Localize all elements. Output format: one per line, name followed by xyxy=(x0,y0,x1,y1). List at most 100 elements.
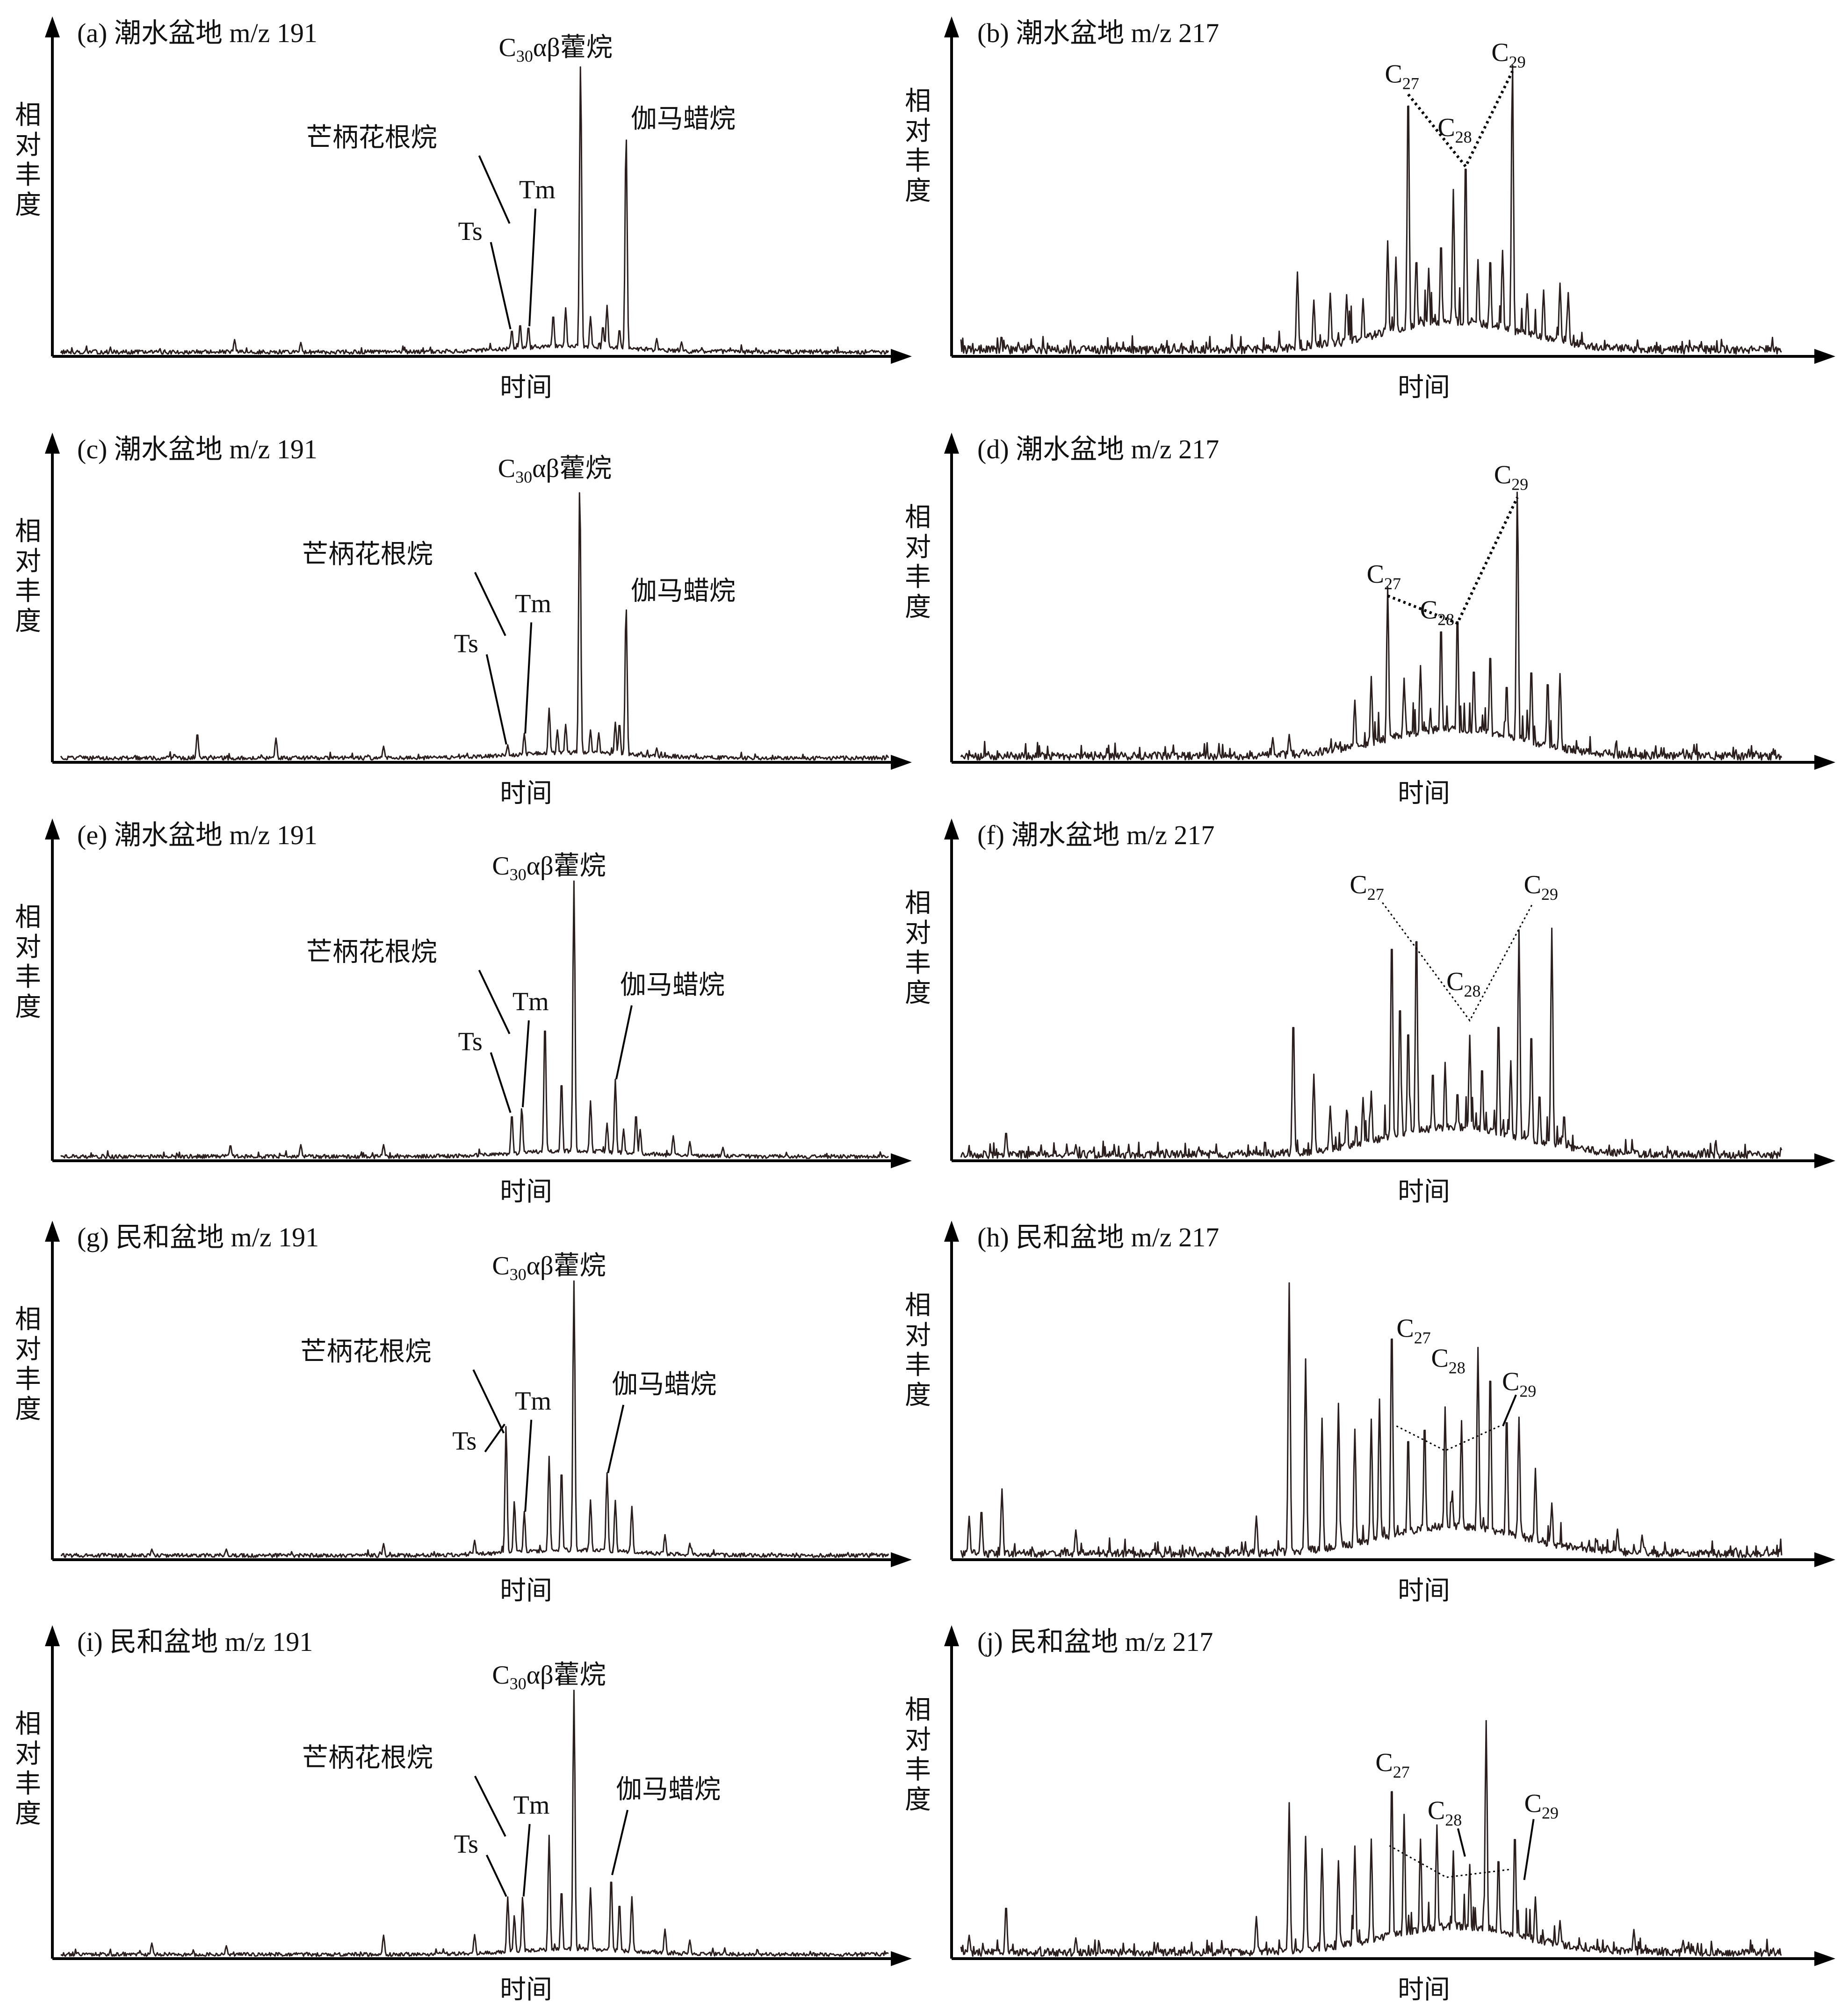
x-axis-arrowhead xyxy=(891,349,912,364)
panel-title: (i) 民和盆地 m/z 191 xyxy=(77,1627,313,1657)
y-axis-arrowhead xyxy=(944,16,959,37)
annotation-oleanane: 芒柄花根烷 xyxy=(306,123,437,153)
x-axis-arrowhead xyxy=(1814,1552,1835,1567)
annotation-oleanane: 芒柄花根烷 xyxy=(306,937,437,967)
x-axis-label: 时间 xyxy=(500,1576,552,1606)
annotation-c30-hopane: C30αβ藿烷 xyxy=(499,33,613,65)
y-axis-arrowhead xyxy=(944,433,959,454)
x-axis-label: 时间 xyxy=(500,1975,552,2004)
panel-title: (c) 潮水盆地 m/z 191 xyxy=(77,434,318,464)
panel-title: (g) 民和盆地 m/z 191 xyxy=(77,1222,319,1252)
oleanane-leader xyxy=(472,1369,505,1434)
ts-leader xyxy=(485,1854,507,1897)
y-axis-arrowhead xyxy=(45,1221,60,1242)
annotation-tm: Tm xyxy=(519,175,556,204)
annotation-c30-hopane: C30αβ藿烷 xyxy=(492,852,606,884)
y-axis-arrowhead xyxy=(944,818,959,839)
chromatogram-trace xyxy=(960,1720,1782,1957)
ts-leader xyxy=(490,242,512,330)
annotation-oleanane: 芒柄花根烷 xyxy=(300,1337,431,1367)
chromatogram-trace xyxy=(960,927,1783,1159)
x-axis-label: 时间 xyxy=(1398,1177,1450,1207)
annotation-gammacerane: 伽马蜡烷 xyxy=(616,1774,721,1805)
gammacerane-leader xyxy=(615,1005,633,1080)
annotation-c30-hopane: C30αβ藿烷 xyxy=(498,454,612,486)
sterane-trend-line xyxy=(1407,71,1514,169)
panel-title: (h) 民和盆地 m/z 217 xyxy=(977,1222,1219,1252)
annotation-c27: C27 xyxy=(1396,1314,1430,1347)
annotation-tm: Tm xyxy=(513,1791,550,1820)
oleanane-leader xyxy=(478,155,511,224)
annotation-c29: C29 xyxy=(1524,1789,1559,1823)
gammacerane-leader xyxy=(611,1809,628,1875)
annotation-tm: Tm xyxy=(515,1387,551,1416)
y-axis-arrowhead xyxy=(45,433,60,454)
y-axis-label: 相对丰度 xyxy=(905,1695,931,1815)
annotation-gammacerane: 伽马蜡烷 xyxy=(620,970,725,1000)
y-axis-label: 相对丰度 xyxy=(15,902,41,1022)
tm-leader xyxy=(522,1824,531,1897)
sterane-trend-line xyxy=(1389,1845,1510,1878)
x-axis-label: 时间 xyxy=(1398,778,1450,809)
annotation-ts: Ts xyxy=(458,1027,483,1056)
annotation-ts: Ts xyxy=(454,1830,478,1859)
y-axis-arrowhead xyxy=(45,16,60,37)
y-axis-label: 相对丰度 xyxy=(905,1290,931,1411)
annotation-c27: C27 xyxy=(1375,1748,1409,1781)
ts-leader xyxy=(490,1052,512,1113)
sterane-trend-line xyxy=(1382,902,1534,1022)
chromatogram-trace xyxy=(960,492,1783,761)
annotation-gammacerane: 伽马蜡烷 xyxy=(631,104,736,134)
panel-title: (e) 潮水盆地 m/z 191 xyxy=(77,820,318,850)
annotation-c27: C27 xyxy=(1367,560,1401,593)
chromatogram-trace xyxy=(60,66,889,355)
sterane-trend-line xyxy=(1396,1425,1500,1452)
chromatogram-trace xyxy=(960,65,1782,355)
y-axis-label: 相对丰度 xyxy=(905,86,931,206)
y-axis-label: 相对丰度 xyxy=(15,100,41,220)
y-axis-label: 相对丰度 xyxy=(15,516,41,637)
oleanane-leader xyxy=(474,572,506,637)
annotation-c27: C27 xyxy=(1385,60,1419,93)
y-axis-arrowhead xyxy=(944,1625,959,1646)
panel-title: (d) 潮水盆地 m/z 217 xyxy=(977,434,1219,464)
tm-leader xyxy=(528,209,537,326)
chromatogram-trace xyxy=(60,1689,889,1957)
x-axis-arrowhead xyxy=(1814,349,1835,364)
y-axis-arrowhead xyxy=(944,1221,959,1242)
oleanane-leader xyxy=(474,1775,506,1837)
tm-leader xyxy=(524,622,533,734)
annotation-c29: C29 xyxy=(1524,870,1558,904)
c29-leader xyxy=(1502,1394,1517,1426)
annotation-ts: Ts xyxy=(452,1426,476,1455)
c28-leader xyxy=(1457,1828,1466,1857)
annotation-gammacerane: 伽马蜡烷 xyxy=(631,576,736,606)
x-axis-arrowhead xyxy=(1814,755,1835,770)
panel-title: (f) 潮水盆地 m/z 217 xyxy=(977,820,1214,850)
annotation-c29: C29 xyxy=(1494,460,1528,493)
x-axis-arrowhead xyxy=(1814,1153,1835,1168)
x-axis-label: 时间 xyxy=(1398,1576,1450,1606)
x-axis-label: 时间 xyxy=(500,372,552,403)
annotation-c28: C28 xyxy=(1446,967,1480,1000)
annotation-ts: Ts xyxy=(454,629,478,658)
x-axis-arrowhead xyxy=(891,755,912,770)
annotation-c28: C28 xyxy=(1437,113,1472,146)
annotation-c30-hopane: C30αβ藿烷 xyxy=(492,1252,606,1284)
annotation-ts: Ts xyxy=(458,217,483,246)
ts-leader xyxy=(485,654,507,745)
x-axis-label: 时间 xyxy=(1398,372,1450,403)
annotation-gammacerane: 伽马蜡烷 xyxy=(612,1369,716,1400)
x-axis-label: 时间 xyxy=(1398,1975,1450,2004)
x-axis-arrowhead xyxy=(891,1951,912,1966)
panel-title: (b) 潮水盆地 m/z 217 xyxy=(977,18,1219,48)
x-axis-arrowhead xyxy=(1814,1951,1835,1966)
tm-leader xyxy=(524,1419,533,1512)
panel-title: (j) 民和盆地 m/z 217 xyxy=(977,1627,1213,1657)
annotation-oleanane: 芒柄花根烷 xyxy=(302,539,433,570)
